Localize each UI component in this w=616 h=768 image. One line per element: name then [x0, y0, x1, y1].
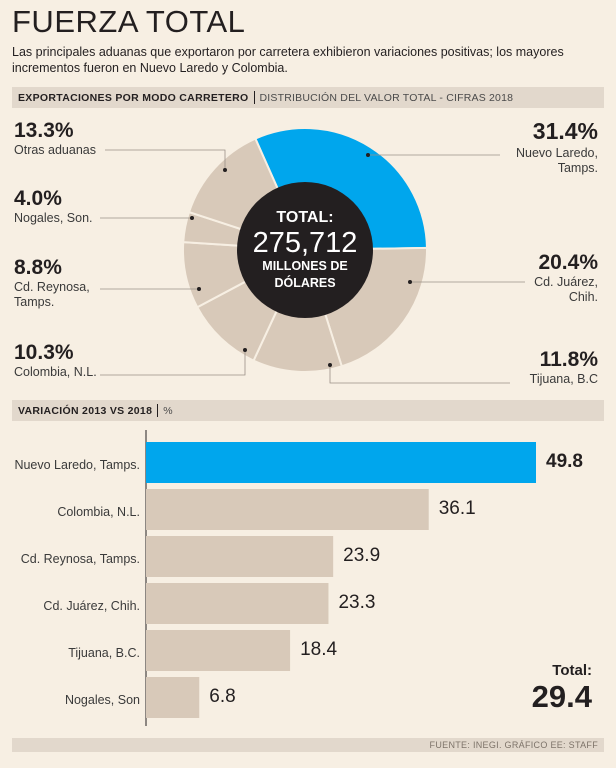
pie-section-subtitle: DISTRIBUCIÓN DEL VALOR TOTAL - CIFRAS 20…: [259, 91, 514, 104]
pie-label-name: Otras aduanas: [14, 143, 96, 158]
bar-nuevo-laredo-tamps: [146, 442, 536, 483]
bar-tijuana-b-c: [146, 630, 291, 671]
bar-colombia-n-l: [146, 489, 429, 530]
pie-label-pct: 4.0%: [14, 187, 62, 210]
pie-label-name: Chih.: [568, 290, 598, 305]
bar-label: Cd. Reynosa, Tamps.: [20, 552, 140, 566]
pie-section-title: EXPORTACIONES POR MODO CARRETERO: [18, 91, 249, 104]
bar-value-label: 18.4: [300, 639, 338, 660]
page-subtitle: Las principales aduanas que exportaron p…: [12, 45, 564, 75]
pie-leader-dot: [190, 216, 194, 220]
pie-leader-dot: [366, 153, 370, 157]
pie-leader-dot: [328, 363, 332, 367]
bar-label: Cd. Juárez, Chih.: [43, 599, 140, 613]
pie-label-pct: 8.8%: [14, 256, 62, 279]
pie-leader-line: [329, 365, 510, 384]
pie-label-colombia: 10.3% Colombia, N.L.: [14, 340, 97, 380]
bar-value-label: 23.3: [338, 592, 376, 613]
bar-value-label: 36.1: [438, 498, 476, 519]
pie-label-tijuana: 11.8% Tijuana, B.C: [530, 347, 598, 387]
pie-label-name: Nuevo Laredo,: [515, 145, 598, 160]
section-separator: [157, 404, 159, 417]
bar-value-label: 23.9: [343, 545, 381, 566]
pie-label-name: Cd. Reynosa,: [14, 280, 90, 295]
bar-cd-ju-rez-chih: [146, 583, 329, 624]
pie-label-pct: 10.3%: [14, 341, 74, 364]
pie-center-total: 275,712: [253, 227, 358, 259]
pie-leader-line: [100, 350, 246, 376]
pie-label-reynosa: 8.8% Cd. Reynosa, Tamps.: [14, 255, 90, 310]
bar-value-label: 49.8: [546, 451, 583, 472]
pie-leader-dot: [223, 168, 227, 172]
bar-section-title: VARIACIÓN 2013 VS 2018: [18, 404, 153, 417]
bar-cd-reynosa-tamps: [146, 536, 334, 577]
pie-label-pct: 13.3%: [14, 119, 74, 142]
pie-label-pct: 11.8%: [539, 348, 598, 371]
pie-label-pct: 20.4%: [538, 251, 598, 274]
total-value: 29.4: [531, 679, 592, 714]
pie-label-nogales: 4.0% Nogales, Son.: [14, 186, 93, 226]
pie-label-name: Tijuana, B.C: [529, 372, 598, 387]
pie-leader-dot: [408, 280, 412, 284]
bar-nogales-son: [146, 677, 200, 718]
pie-center-line1: TOTAL:: [276, 209, 333, 226]
pie-label-pct: 31.4%: [532, 118, 598, 144]
bar-label: Tijuana, B.C.: [68, 646, 140, 660]
pie-center-line3: MILLONES DE: [262, 259, 347, 273]
source-footer: FUENTE: INEGI. GRÁFICO EE: STAFF: [12, 738, 604, 752]
pie-label-name: Nogales, Son.: [14, 211, 93, 226]
pie-label-name: Tamps.: [14, 295, 55, 310]
pie-label-otras: 13.3% Otras aduanas: [14, 118, 96, 158]
pie-center-disc: [237, 182, 373, 318]
pie-label-name: Cd. Juárez,: [534, 275, 598, 290]
bar-section-header: VARIACIÓN 2013 VS 2018 %: [12, 400, 604, 421]
pie-chart: TOTAL: 275,712 MILLONES DE DÓLARES: [100, 127, 525, 384]
total-label: Total:: [552, 662, 592, 679]
pie-leader-dot: [243, 348, 247, 352]
bar-section-subtitle: %: [163, 404, 173, 417]
pie-label-nuevo-laredo: 31.4% Nuevo Laredo, Tamps.: [516, 118, 598, 176]
pie-leader-dot: [197, 287, 201, 291]
pie-label-name: Tamps.: [557, 160, 598, 175]
bar-value-label: 6.8: [209, 686, 236, 707]
page-title: FUERZA TOTAL: [12, 4, 246, 39]
bar-label: Nuevo Laredo, Tamps.: [14, 458, 140, 472]
pie-leader-line: [105, 149, 226, 170]
pie-section-header: EXPORTACIONES POR MODO CARRETERO DISTRIB…: [12, 87, 604, 108]
pie-label-juarez: 20.4% Cd. Juárez, Chih.: [534, 250, 598, 305]
pie-label-name: Colombia, N.L.: [14, 365, 97, 380]
pie-center-line4: DÓLARES: [274, 275, 335, 290]
bar-label: Nogales, Son: [64, 693, 140, 707]
section-separator: [253, 91, 255, 104]
bar-label: Colombia, N.L.: [57, 505, 140, 519]
